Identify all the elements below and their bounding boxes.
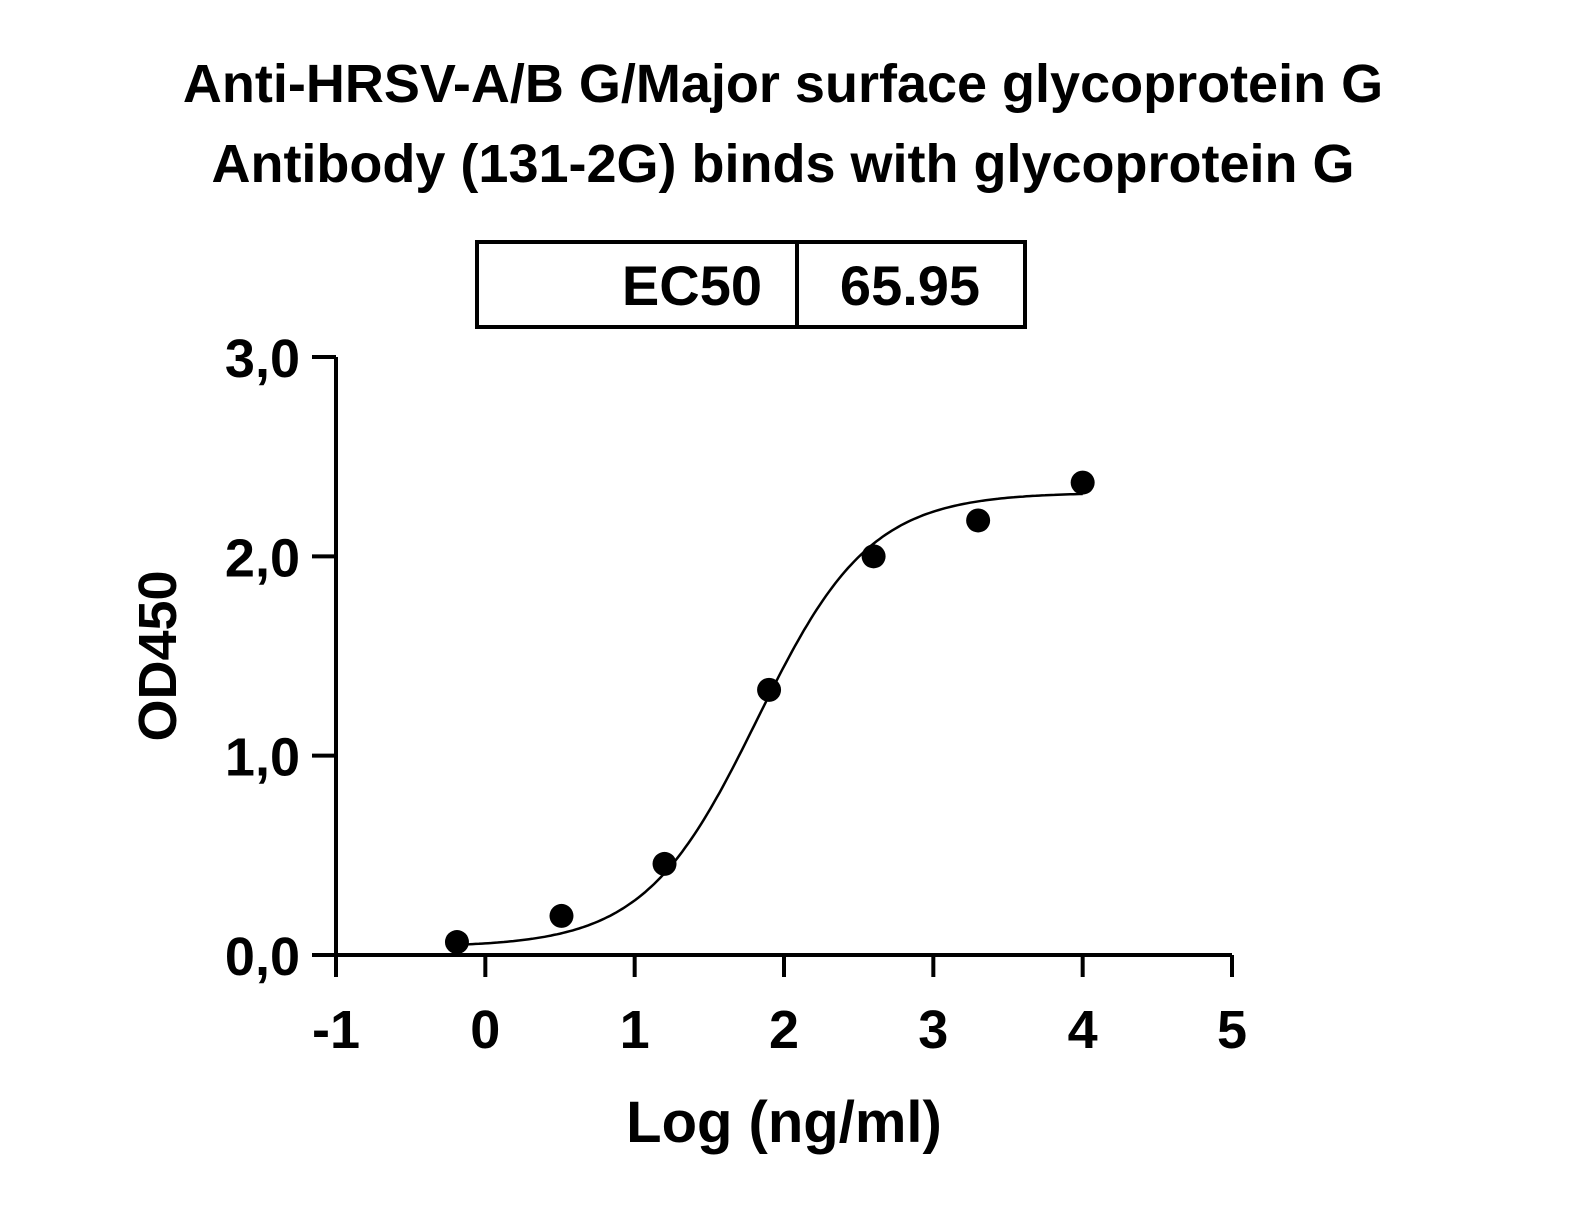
axes: -1 0 1 2 3 4 5 0,0 1,0 2,0 3,0 [225,329,1247,1060]
y-tick-label: 2,0 [225,528,300,588]
x-tick-label: 3 [918,1000,948,1060]
data-point [1070,470,1095,495]
x-tick-label: 1 [620,1000,650,1060]
x-axis-label: Log (ng/ml) [626,1090,942,1155]
y-tick-label: 3,0 [225,329,300,389]
y-axis-label: OD450 [128,570,188,741]
chart-title-line-1: Anti-HRSV-A/B G/Major surface glycoprote… [183,54,1383,114]
x-tick-label: 5 [1217,1000,1247,1060]
data-point [652,851,677,876]
ec50-table: EC50 65.95 [475,240,1027,329]
data-point [757,677,782,702]
data-points [444,470,1095,955]
fit-curve [456,492,1083,947]
data-point [966,508,991,533]
data-point [444,930,469,955]
chart-title-line-2: Antibody (131-2G) binds with glycoprotei… [211,134,1354,194]
ec50-label: EC50 [622,254,762,317]
x-tick-label: 0 [470,1000,500,1060]
x-tick-label: 4 [1068,1000,1098,1060]
x-tick-label: -1 [312,1000,360,1060]
data-point [861,544,886,569]
data-point [549,903,574,928]
x-tick-label: 2 [769,1000,799,1060]
y-tick-label: 0,0 [225,927,300,987]
y-tick-label: 1,0 [225,728,300,788]
ec50-value: 65.95 [840,254,980,317]
